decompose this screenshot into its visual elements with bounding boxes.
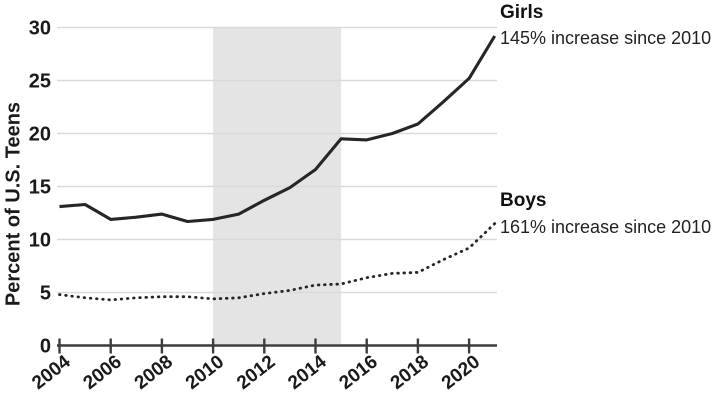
y-axis-title: Percent of U.S. Teens	[2, 101, 25, 307]
x-tick-label: 2018	[387, 351, 433, 394]
y-tick-label: 25	[29, 71, 51, 93]
boys-line	[58, 222, 497, 302]
y-tick-label: 5	[40, 283, 51, 305]
y-tick-label: 20	[29, 124, 51, 146]
x-tick-label: 2012	[233, 351, 279, 394]
y-tick-label: 10	[29, 230, 51, 252]
y-tick-label: 15	[29, 177, 51, 199]
boys-series-annotation: 161% increase since 2010	[500, 217, 712, 237]
x-tick-label: 2016	[336, 351, 382, 394]
y-tick-label: 30	[29, 18, 51, 40]
boys-series-label: Boys	[500, 190, 547, 211]
x-tick-label: 2008	[131, 351, 177, 394]
x-tick-label: 2020	[438, 351, 484, 394]
x-tick-label: 2004	[28, 351, 75, 394]
y-tick-label: 0	[40, 336, 51, 358]
x-tick-label: 2010	[182, 351, 228, 394]
x-tick-label: 2014	[284, 351, 331, 394]
girls-line	[59, 35, 497, 224]
girls-series-annotation: 145% increase since 2010	[500, 28, 712, 48]
girls-series-label: Girls	[500, 2, 544, 23]
x-tick-label: 2006	[80, 351, 126, 394]
